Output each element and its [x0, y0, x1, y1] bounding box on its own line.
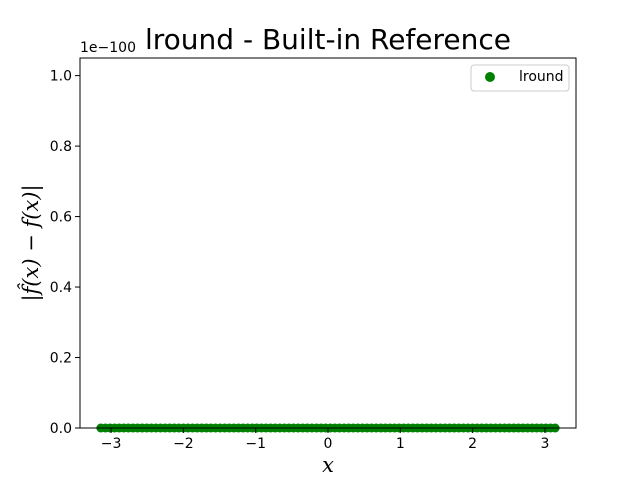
y-tick-label: 1.0	[50, 69, 72, 85]
plot-area	[79, 57, 577, 433]
x-tick-label: −3	[101, 436, 122, 452]
y-axis: 0.0 0.2 0.4 0.6 0.8 1.0	[50, 69, 80, 437]
y-offset-label: 1e−100	[80, 40, 136, 56]
y-axis-label: |f̂(x) − f(x)|	[18, 184, 44, 301]
y-tick-label: 0.4	[50, 280, 72, 296]
x-axis: −3 −2 −1 0 1 2 3	[101, 428, 549, 452]
x-tick-label: 3	[540, 436, 549, 452]
x-tick-label: 2	[468, 436, 477, 452]
legend-marker-lround	[485, 72, 495, 82]
x-tick-label: −1	[245, 436, 266, 452]
legend: lround	[470, 64, 570, 92]
legend-box	[470, 64, 570, 92]
x-tick-label: 0	[324, 436, 333, 452]
x-tick-label: −2	[173, 436, 194, 452]
legend-label-lround: lround	[519, 69, 564, 85]
plot-frame	[79, 57, 577, 429]
y-tick-label: 0.2	[50, 351, 72, 367]
x-tick-label: 1	[396, 436, 405, 452]
chart-title: lround - Built-in Reference	[145, 23, 511, 56]
x-axis-label: x	[322, 453, 334, 477]
y-tick-label: 0.8	[50, 139, 72, 155]
y-tick-label: 0.6	[50, 210, 72, 226]
y-tick-label: 0.0	[50, 421, 72, 437]
